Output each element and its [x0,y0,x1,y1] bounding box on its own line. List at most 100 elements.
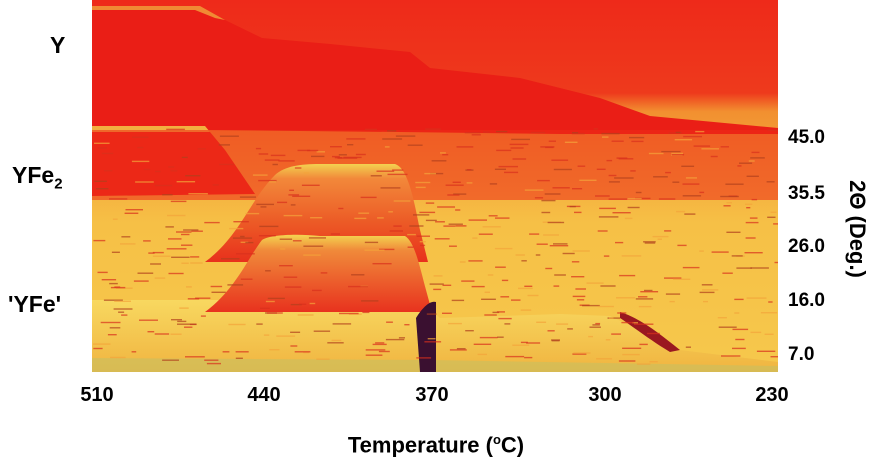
noise-streak [382,138,403,140]
noise-streak [501,279,509,282]
noise-streak [384,146,390,148]
noise-streak [204,221,220,224]
noise-streak [101,152,114,155]
noise-streak [572,188,583,190]
noise-streak [392,169,404,171]
noise-streak [471,285,485,288]
noise-streak [364,128,378,131]
noise-streak [375,342,385,344]
noise-streak [567,328,573,330]
dark-trench-370 [416,301,436,372]
noise-streak [170,170,178,172]
noise-streak [661,150,681,153]
noise-streak [636,363,651,365]
noise-streak [265,270,271,272]
noise-streak [472,237,478,239]
noise-streak [435,221,445,223]
noise-streak [541,199,556,202]
noise-streak [365,349,386,351]
noise-streak [168,166,175,168]
noise-streak [599,207,616,210]
noise-streak [93,239,106,242]
noise-streak [347,144,354,146]
noise-streak [442,284,452,286]
noise-streak [284,286,302,288]
noise-streak [468,260,483,262]
noise-streak [770,356,778,358]
noise-streak [398,337,405,339]
noise-streak [442,154,449,156]
noise-streak [425,202,435,204]
noise-streak [746,207,751,209]
noise-streak [361,300,379,302]
noise-streak [372,343,387,346]
noise-streak [109,327,121,329]
noise-streak [524,356,533,359]
noise-streak [553,285,560,287]
noise-streak [748,160,755,162]
noise-streak [121,236,131,238]
noise-streak [595,195,610,197]
noise-streak [101,279,117,281]
noise-streak [135,181,154,183]
noise-streak [459,261,466,263]
noise-streak [682,183,700,185]
noise-streak [168,272,184,275]
noise-streak [419,211,436,214]
noise-streak [260,206,267,208]
noise-streak [120,243,136,245]
noise-streak [311,155,325,158]
noise-streak [94,142,110,144]
noise-streak [240,278,253,280]
noise-streak [553,168,572,171]
noise-streak [425,219,437,222]
noise-streak [750,331,762,334]
noise-streak [354,217,367,220]
noise-streak [387,130,397,132]
noise-streak [229,227,244,230]
noise-streak [143,240,151,242]
noise-streak [598,216,619,218]
noise-streak [627,206,640,209]
noise-streak [176,181,196,183]
x-tick-440: 440 [247,384,281,406]
noise-streak [187,298,200,300]
noise-streak [171,256,190,258]
noise-streak [166,128,185,131]
noise-streak [675,131,681,134]
noise-streak [358,212,370,214]
noise-streak [452,181,461,183]
y-tick-26: 26.0 [788,236,825,257]
noise-streak [669,300,675,303]
noise-streak [232,237,253,239]
noise-streak [373,172,384,174]
noise-streak [734,298,744,301]
noise-streak [455,225,467,227]
noise-streak [635,298,654,300]
noise-streak [162,194,173,196]
noise-streak [616,157,628,159]
noise-streak [288,194,300,196]
noise-streak [638,296,648,298]
noise-streak [278,160,295,162]
noise-streak [657,238,662,240]
noise-streak [379,248,395,251]
noise-streak [722,272,733,274]
noise-streak [569,205,576,208]
noise-streak [312,289,322,292]
y-axis-title: 2Θ (Deg.) [845,180,870,278]
noise-streak [684,213,696,215]
noise-streak [133,280,149,282]
noise-streak [376,170,395,172]
noise-streak [415,181,431,184]
x-axis-title-degree: o [492,432,501,447]
noise-streak [619,274,636,277]
noise-streak [773,223,778,225]
noise-streak [764,333,774,335]
noise-streak [702,289,719,291]
noise-streak [219,135,239,137]
noise-streak [177,320,187,323]
noise-streak [664,230,672,232]
noise-streak [699,191,705,194]
noise-streak [338,154,347,156]
